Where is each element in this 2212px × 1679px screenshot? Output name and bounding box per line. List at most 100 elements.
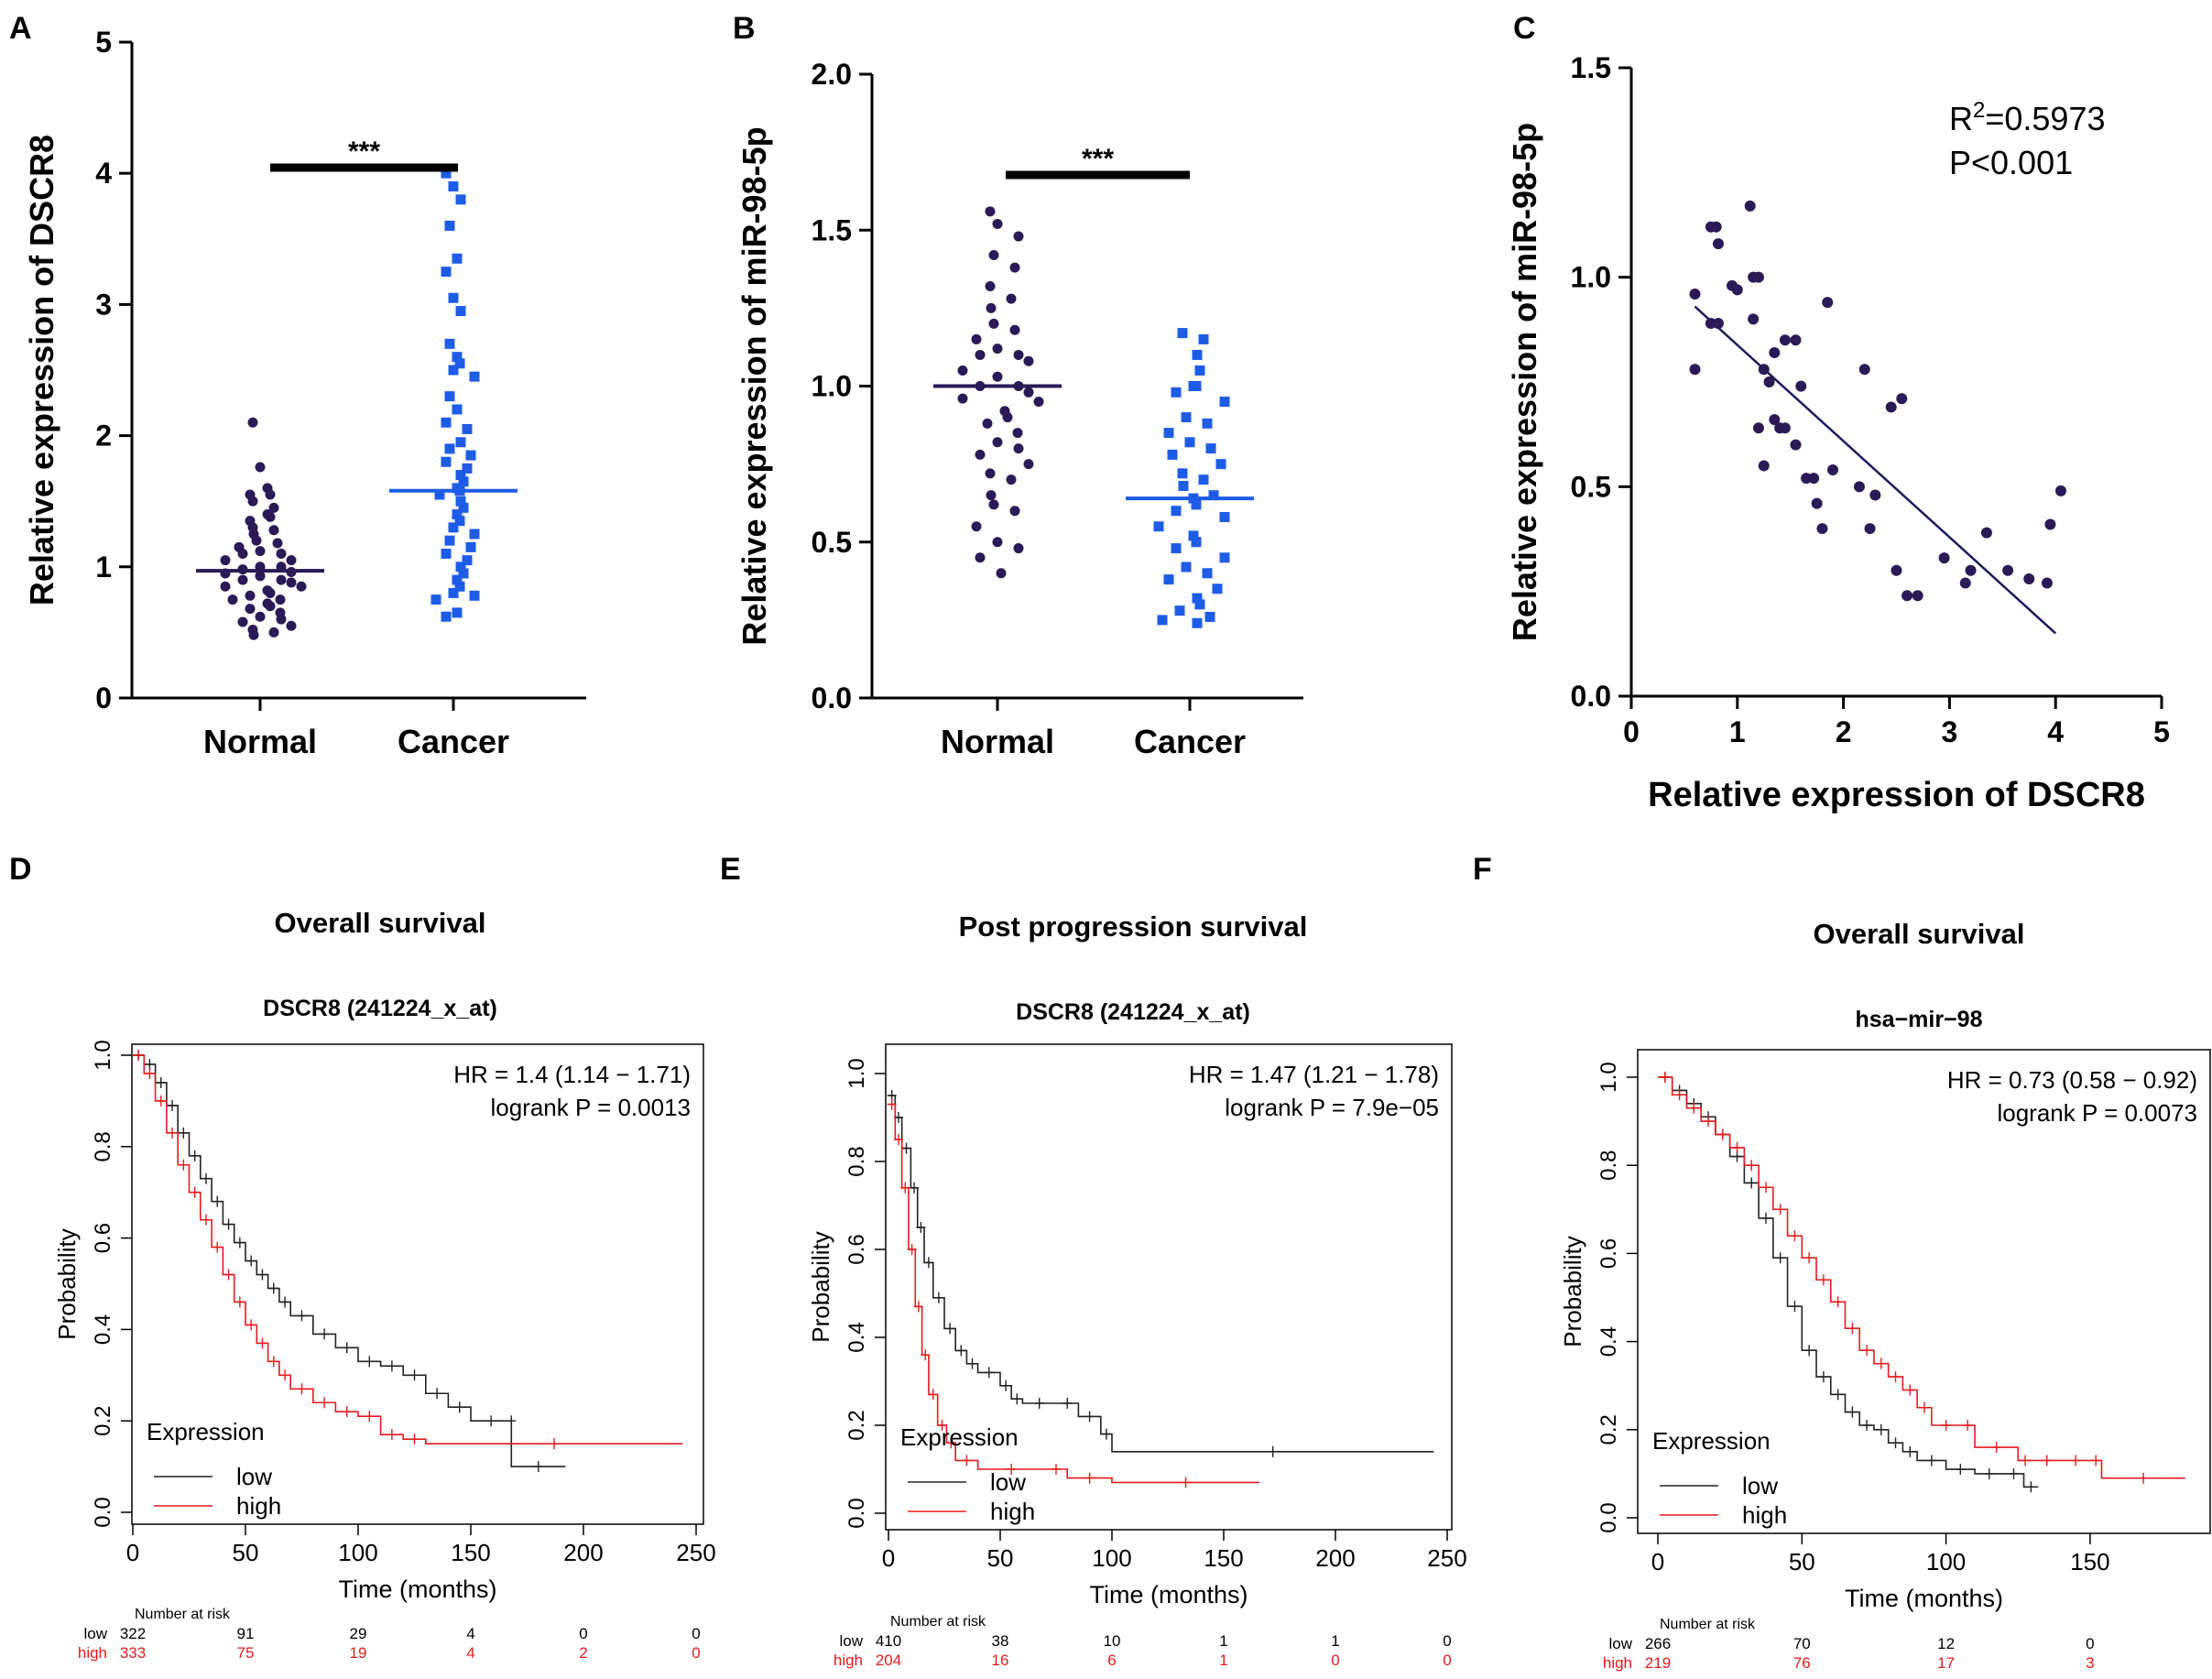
data-point-normal (227, 594, 238, 605)
data-point (1752, 422, 1764, 434)
hazard-ratio: HR = 0.73 (0.58 − 0.92) (1947, 1066, 2197, 1094)
data-point (1869, 489, 1881, 501)
data-point-cancer (441, 168, 452, 179)
risk-count-low: 70 (1793, 1635, 1811, 1652)
data-point-normal (237, 574, 248, 585)
x-tick-label: Normal (203, 723, 317, 760)
data-point-normal (1013, 231, 1024, 242)
censor-mark-low (268, 1282, 278, 1294)
censor-mark-high (342, 1406, 352, 1418)
censor-mark-high (1876, 1357, 1886, 1369)
risk-label-low: low (839, 1632, 863, 1650)
censor-mark-low (1876, 1423, 1886, 1435)
risk-label-low: low (83, 1625, 107, 1642)
censor-mark-high (156, 1095, 166, 1107)
censor-mark-high (1991, 1442, 2001, 1454)
censor-mark-low (234, 1237, 245, 1248)
data-point-cancer (1171, 387, 1182, 398)
data-point-normal (982, 418, 993, 429)
data-point-cancer (455, 496, 466, 507)
data-point-normal (985, 206, 996, 217)
censor-mark-low (1926, 1455, 1936, 1466)
data-point (1853, 481, 1865, 493)
hazard-ratio: HR = 1.47 (1.21 − 1.78) (1189, 1061, 1439, 1088)
y-tick-label: 0.6 (844, 1234, 869, 1264)
data-point-cancer (452, 509, 463, 520)
x-tick-label: 4 (2047, 715, 2064, 748)
data-point-cancer (448, 292, 459, 303)
censor-mark-low (246, 1255, 256, 1267)
data-point-cancer (1198, 474, 1209, 485)
data-point-normal (975, 449, 986, 460)
censor-mark-low (1833, 1389, 1843, 1401)
plot-frame (885, 1043, 1453, 1531)
y-tick-label: 2 (95, 420, 112, 452)
data-point (2054, 485, 2066, 496)
risk-table-title: Number at risk (135, 1607, 231, 1622)
censor-mark-high (190, 1186, 200, 1198)
censor-mark-low (1001, 1379, 1011, 1391)
censor-mark-high (297, 1383, 307, 1395)
data-point-cancer (1188, 530, 1199, 541)
legend-title: Expression (1652, 1427, 1771, 1455)
panel-label-B: B (733, 11, 756, 46)
data-point-cancer (1198, 333, 1209, 344)
data-point-normal (1002, 412, 1013, 423)
data-point-normal (248, 629, 259, 640)
data-point-cancer (1202, 418, 1213, 429)
censor-mark-high (1674, 1089, 1684, 1101)
y-tick-label: 3 (95, 288, 112, 321)
data-point-normal (1006, 474, 1017, 485)
data-point-normal (1012, 428, 1023, 439)
censor-mark-high (2091, 1455, 2101, 1466)
legend-label-low: low (236, 1463, 272, 1490)
data-point-cancer (469, 371, 480, 382)
data-point-cancer (430, 594, 441, 605)
censor-mark-high (2071, 1455, 2081, 1466)
risk-label-high: high (78, 1644, 107, 1662)
data-point-normal (268, 525, 279, 536)
censor-mark-high (1833, 1296, 1843, 1308)
data-point (1779, 422, 1791, 434)
data-point-cancer (441, 611, 452, 622)
data-point-normal (992, 218, 1003, 229)
censor-mark-low (280, 1296, 290, 1308)
censor-mark-high (900, 1182, 910, 1194)
censor-mark-high (1717, 1128, 1727, 1140)
data-point-normal (255, 571, 266, 582)
data-point (1827, 464, 1839, 476)
data-point-cancer (1219, 397, 1230, 408)
logrank-p: logrank P = 0.0073 (1997, 1099, 2197, 1127)
data-point (1744, 200, 1756, 212)
data-point-normal (247, 496, 258, 507)
censor-mark-low (1818, 1371, 1828, 1383)
data-point-cancer (444, 338, 455, 349)
data-point-cancer (1171, 506, 1182, 517)
data-point-normal (245, 590, 256, 601)
data-point-normal (275, 594, 286, 605)
censor-mark-high (1905, 1384, 1915, 1396)
x-axis-label: Relative expression of DSCR8 (1648, 776, 2145, 814)
censor-mark-low (342, 1342, 352, 1354)
censor-mark-low (1101, 1428, 1111, 1440)
censor-mark-high (268, 1356, 278, 1368)
censor-mark-high (893, 1134, 903, 1145)
censor-mark-high (1818, 1274, 1828, 1286)
data-point (1938, 552, 1950, 564)
data-point-normal (1023, 387, 1034, 398)
x-tick-label: 2 (1836, 715, 1852, 748)
censor-mark-low (201, 1172, 211, 1184)
risk-count-high: 204 (876, 1652, 901, 1669)
censor-mark-low (365, 1356, 375, 1368)
data-point-cancer (1194, 365, 1205, 376)
data-point-cancer (452, 404, 463, 415)
r-squared-label: R2=0.5973 (1949, 98, 2106, 137)
data-point-normal (1013, 349, 1024, 360)
data-point-normal (985, 281, 996, 292)
censor-mark-low (1956, 1464, 1966, 1476)
risk-count-low: 410 (876, 1632, 901, 1650)
censor-mark-high (913, 1301, 923, 1313)
km-subtitle: hsa−mir−98 (1856, 1007, 1983, 1032)
censor-mark-high (179, 1159, 189, 1171)
